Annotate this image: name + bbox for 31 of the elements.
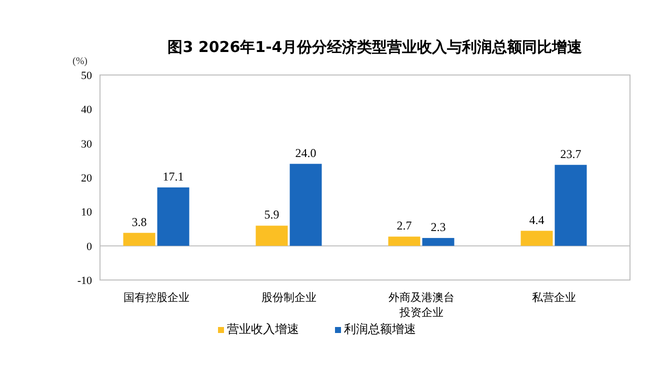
x-tick-label: 外商及港澳台投资企业: [388, 291, 454, 319]
chart-title: 图3 2026年1-4月份分经济类型营业收入与利润总额同比增速: [168, 38, 584, 56]
bar: [520, 230, 553, 246]
bar: [422, 238, 454, 246]
y-tick-label: 40: [81, 104, 92, 116]
data-label: 23.7: [560, 146, 582, 161]
legend-label: 利润总额增速: [344, 322, 416, 336]
legend-label: 营业收入增速: [227, 322, 299, 336]
data-label: 3.8: [132, 214, 147, 229]
y-tick-label: 20: [81, 172, 92, 184]
y-tick-label: -10: [77, 275, 92, 287]
x-tick-label: 私营企业: [532, 291, 576, 304]
bar: [123, 232, 156, 246]
bar: [256, 226, 288, 246]
data-label: 24.0: [295, 146, 316, 160]
x-tick-label: 股份制企业: [261, 291, 316, 304]
bar: [157, 187, 190, 246]
y-tick-label: 30: [81, 138, 92, 150]
bar: [290, 164, 322, 246]
data-label: 17.1: [162, 169, 184, 184]
data-label: 4.4: [529, 212, 544, 227]
bar: [388, 236, 420, 246]
data-label: 5.9: [264, 208, 280, 222]
data-label: 2.3: [430, 220, 446, 234]
bar: [554, 164, 587, 246]
y-tick-label: 10: [81, 206, 92, 219]
x-tick-label: 国有控股企业: [123, 291, 190, 304]
y-axis-title: (%): [72, 56, 88, 67]
y-tick-label: 0: [86, 240, 92, 253]
y-tick-label: 50: [81, 70, 92, 82]
data-label: 2.7: [396, 218, 412, 233]
